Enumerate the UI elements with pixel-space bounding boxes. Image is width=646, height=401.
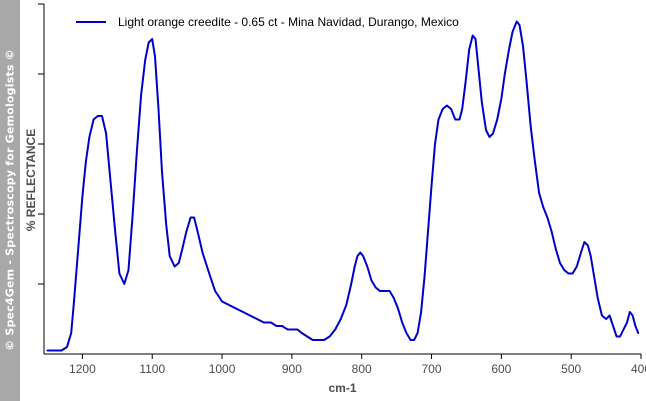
x-tick-label: 500 xyxy=(561,362,581,376)
x-tick-label: 800 xyxy=(352,362,372,376)
y-axis-title: % REFLECTANCE xyxy=(24,129,38,231)
axes xyxy=(43,4,641,355)
series-layer xyxy=(46,20,640,352)
x-tick-label: 1000 xyxy=(209,362,236,376)
x-tick-label: 1100 xyxy=(139,362,165,376)
copyright-sidebar: © Spec4Gem - Spectroscopy for Gemologist… xyxy=(0,0,20,401)
series-line-1 xyxy=(46,20,640,352)
x-axis-ticks: 1200 1100 1000 900 800 700 600 500 400 xyxy=(69,354,646,376)
legend-label: Light orange creedite - 0.65 ct - Mina N… xyxy=(118,15,459,29)
x-tick-label: 1200 xyxy=(69,362,96,376)
x-tick-label: 400 xyxy=(631,362,646,376)
x-tick-label: 900 xyxy=(282,362,302,376)
x-axis-title: cm-1 xyxy=(328,381,356,395)
x-tick-label: 600 xyxy=(491,362,511,376)
legend: Light orange creedite - 0.65 ct - Mina N… xyxy=(76,15,459,29)
y-axis-ticks xyxy=(38,3,44,285)
x-tick-label: 700 xyxy=(422,362,442,376)
